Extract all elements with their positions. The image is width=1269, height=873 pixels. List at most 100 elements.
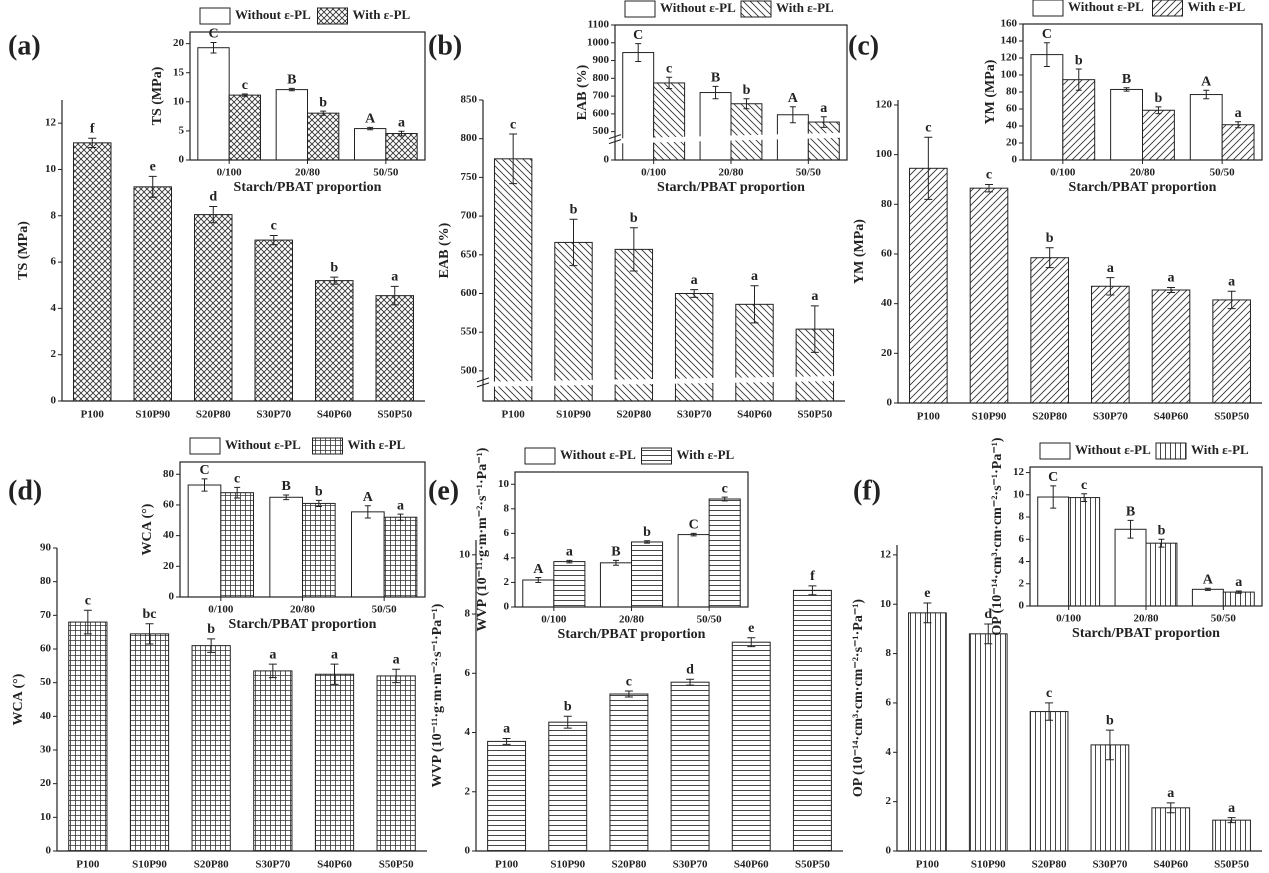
error-bar <box>1166 802 1175 814</box>
y-tick-label: 8 <box>465 608 471 620</box>
y-tick-label: 0 <box>46 845 52 857</box>
error-bar <box>690 289 699 298</box>
bar <box>631 541 664 608</box>
panel-label: (c) <box>848 30 879 61</box>
bar <box>220 492 254 598</box>
error-bar <box>569 218 578 267</box>
y-tick-label: 60 <box>1006 103 1018 115</box>
x-axis-label: Starch/PBAT proportion <box>657 180 805 195</box>
significance-letter: b <box>564 699 572 714</box>
significance-letter: a <box>811 289 818 304</box>
error-bar <box>750 285 759 324</box>
y-tick-label: 6 <box>1019 533 1025 545</box>
x-tick-label: S20P80 <box>196 409 231 421</box>
bar <box>385 133 418 161</box>
legend-swatch <box>189 437 221 455</box>
significance-letter: a <box>820 101 827 116</box>
bar <box>670 681 710 852</box>
y-tick-label: 10 <box>498 478 510 490</box>
error-bar <box>690 532 697 537</box>
significance-letter: b <box>630 211 638 226</box>
bar <box>1068 497 1101 607</box>
legend-label: With ε-PL <box>677 447 735 462</box>
error-bar <box>234 486 241 499</box>
y-tick-label: 120 <box>876 98 893 110</box>
error-bar <box>288 87 295 92</box>
error-bar <box>629 227 638 272</box>
significance-letter: c <box>722 481 728 496</box>
y-tick-label: 2 <box>886 795 892 807</box>
error-bar <box>241 93 248 97</box>
error-bar <box>566 559 573 564</box>
error-bar <box>1105 729 1114 761</box>
y-tick-label: 0 <box>504 601 510 613</box>
y-tick-label: 0 <box>886 845 892 857</box>
y-tick-label: 60 <box>40 643 52 655</box>
bar <box>1145 542 1178 607</box>
significance-letter: A <box>788 91 799 106</box>
bar <box>307 112 340 161</box>
bar <box>354 128 387 161</box>
axes-frame <box>514 471 749 608</box>
x-tick-label: S20P80 <box>1032 411 1067 423</box>
significance-letter: a <box>1107 261 1114 276</box>
significance-letter: c <box>1046 686 1052 701</box>
legend-label: With ε-PL <box>1191 442 1249 457</box>
significance-letter: a <box>331 647 338 662</box>
y-tick-label: 0 <box>604 154 610 166</box>
y-tick-label: 700 <box>593 90 610 102</box>
x-tick-label: S40P60 <box>317 409 352 421</box>
legend-label: Without ε-PL <box>1075 442 1151 457</box>
bar <box>1030 54 1064 161</box>
error-bar <box>210 41 217 54</box>
significance-letter: b <box>643 525 651 540</box>
y-tick-label: 10 <box>459 548 471 560</box>
bar <box>1221 124 1255 161</box>
y-tick-label: 1000 <box>587 36 610 48</box>
significance-letter: A <box>1201 75 1212 90</box>
axes <box>61 100 425 402</box>
x-tick-label: S30P70 <box>673 859 708 871</box>
y-tick-label: 60 <box>163 498 175 510</box>
axes <box>482 100 845 402</box>
error-bar <box>1127 519 1134 539</box>
significance-letter: a <box>269 647 276 662</box>
error-bar <box>1235 121 1242 129</box>
bar <box>1222 591 1255 607</box>
significance-letter: B <box>1126 505 1135 520</box>
y-tick-label: 40 <box>881 297 893 309</box>
error-bar <box>207 638 216 653</box>
significance-letter: b <box>1155 91 1163 106</box>
error-bar <box>1081 493 1088 502</box>
significance-letter: a <box>1228 274 1235 289</box>
x-tick-label: 50/50 <box>796 167 822 179</box>
x-tick-label: 0/100 <box>541 614 567 626</box>
y-tick-label: 8 <box>504 502 510 514</box>
bar <box>254 239 294 402</box>
error-bar <box>320 110 327 116</box>
bar <box>1142 109 1175 161</box>
error-bar <box>330 663 339 685</box>
y-tick-label: 800 <box>461 132 478 144</box>
error-bar <box>624 690 633 698</box>
y-tick-label: 80 <box>881 198 893 210</box>
significance-letter: b <box>207 622 215 637</box>
y-axis-label: EAB (%) <box>575 64 590 120</box>
bar <box>1090 744 1130 852</box>
bar <box>1151 289 1191 404</box>
significance-letter: f <box>810 569 815 584</box>
bar <box>72 142 112 402</box>
significance-letter: C <box>1048 470 1058 485</box>
significance-letter: a <box>751 269 758 284</box>
bar <box>193 214 233 402</box>
error-bar <box>398 130 405 137</box>
panel-label: (a) <box>8 30 41 61</box>
bar <box>187 484 222 598</box>
y-axis-label: OP (10⁻¹⁴·cm³·cm·cm⁻²·s⁻¹·Pa⁻¹) <box>851 599 866 798</box>
y-tick-label: 6 <box>886 696 892 708</box>
error-bar <box>789 106 796 124</box>
y-tick-label: 8 <box>1019 511 1025 523</box>
bar <box>807 121 840 161</box>
bar <box>1030 257 1069 404</box>
error-bar <box>367 126 374 131</box>
